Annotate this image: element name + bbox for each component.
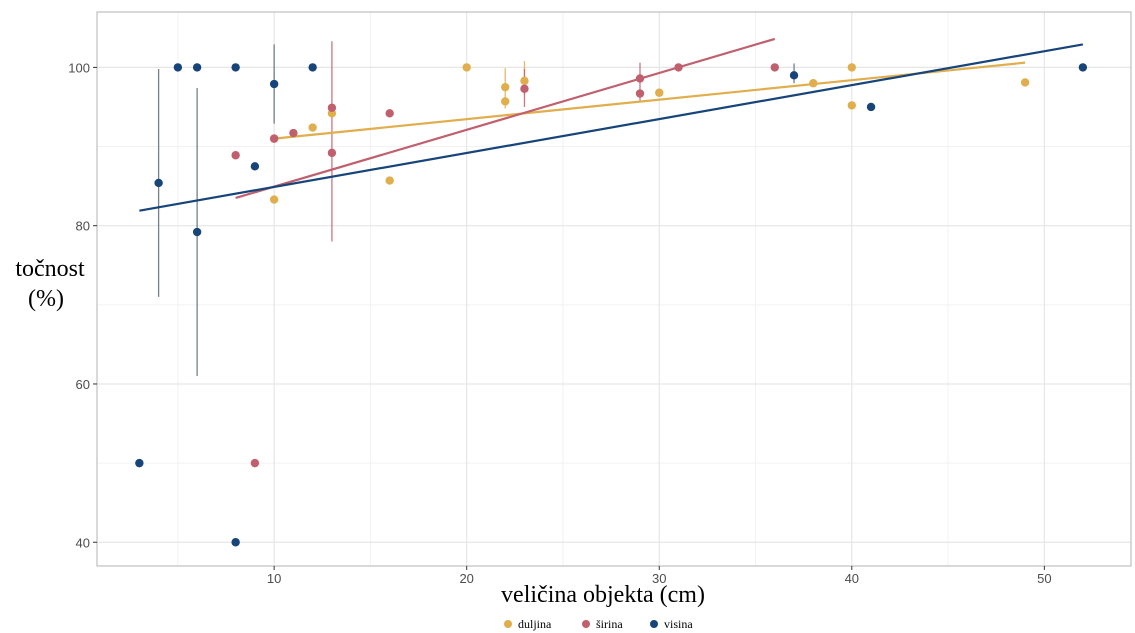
data-point (231, 538, 240, 547)
data-point (135, 458, 144, 468)
x-tick-label: 40 (845, 571, 859, 586)
y-axis-ticks: 40 60 80 100 (68, 60, 97, 550)
y-axis-title-line-2: (%) (28, 286, 64, 312)
legend-label: duljina (518, 617, 552, 631)
data-point (635, 89, 645, 98)
data-point (789, 71, 799, 80)
legend-label: visina (664, 617, 693, 631)
data-point (269, 195, 279, 204)
legend: duljina širina visina (504, 617, 693, 631)
data-point (231, 151, 240, 160)
legend-key (582, 620, 590, 628)
data-point (847, 101, 857, 110)
data-point (635, 74, 645, 83)
data-point (250, 458, 260, 468)
data-point (192, 227, 202, 237)
y-tick-label: 80 (76, 219, 90, 234)
data-point (231, 63, 240, 72)
data-point (501, 97, 510, 106)
data-point (173, 63, 183, 72)
data-point (192, 63, 202, 72)
data-point (674, 63, 683, 72)
data-point (385, 176, 394, 185)
plot-panel-border (96, 11, 1132, 567)
data-points (135, 63, 1088, 547)
legend-label: širina (596, 617, 623, 631)
minor-grid (97, 12, 1131, 566)
data-point (866, 102, 876, 112)
data-point (385, 109, 394, 118)
x-tick-label: 30 (652, 571, 666, 586)
data-point (250, 162, 260, 171)
fit-line-širina (235, 37, 776, 200)
y-tick-label: 60 (76, 377, 90, 392)
data-point (501, 82, 510, 92)
data-point (462, 63, 471, 72)
data-point (327, 103, 337, 112)
data-point (809, 79, 818, 88)
x-tick-label: 50 (1037, 571, 1051, 586)
legend-key (504, 620, 512, 628)
data-point (269, 79, 279, 89)
regression-lines (139, 37, 1084, 212)
data-point (308, 63, 317, 72)
data-point (847, 63, 857, 72)
legend-key (650, 620, 658, 628)
y-axis-title-line-1: točnost (15, 256, 85, 282)
data-point (269, 134, 279, 143)
x-tick-label: 20 (459, 571, 473, 586)
data-point (520, 84, 529, 93)
x-axis-title: veličina objekta (cm) (501, 582, 705, 608)
data-point (289, 128, 298, 138)
y-tick-label: 40 (76, 535, 90, 550)
fit-line-duljina (274, 61, 1026, 140)
data-point (770, 63, 779, 72)
data-point (327, 148, 337, 158)
y-tick-label: 100 (68, 60, 90, 75)
data-point (1078, 63, 1088, 72)
fit-line-visina (139, 43, 1084, 212)
x-axis-ticks: 10 20 30 40 50 (267, 566, 1052, 586)
data-point (154, 178, 163, 188)
data-point (308, 123, 317, 132)
data-point (520, 76, 529, 86)
x-tick-label: 10 (267, 571, 281, 586)
data-point (655, 88, 664, 97)
data-point (1020, 78, 1030, 87)
